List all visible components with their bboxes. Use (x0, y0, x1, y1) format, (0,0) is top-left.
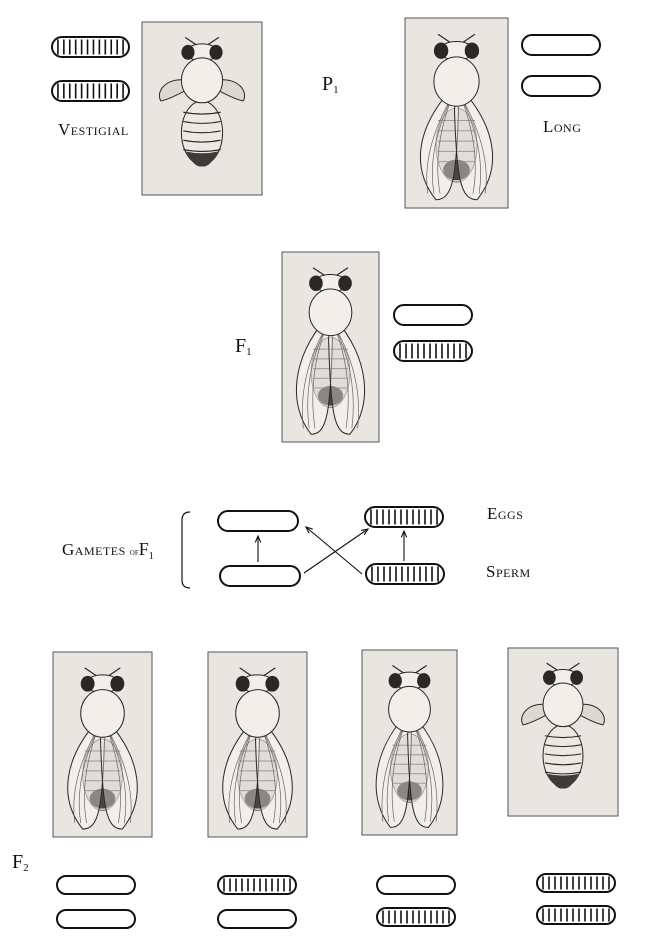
sperm-label: Sperm (486, 562, 531, 581)
fly-plate-p1-vestigial (141, 21, 263, 196)
gametes-label: Gametes ofF1 (62, 539, 154, 563)
chromosome-f2-1-top (56, 875, 136, 895)
chromosome-p1-long-bottom (521, 75, 601, 97)
gamete-cross-arrows (181, 511, 408, 589)
chromosome-f1-bottom (393, 340, 473, 362)
long-label: Long (543, 117, 582, 136)
fly-plate-f2-3 (361, 649, 458, 836)
eggs-label: Eggs (487, 504, 524, 523)
chromosome-f2-4-bottom (536, 905, 616, 925)
chromosome-f2-1-bottom (56, 909, 136, 929)
fly-plate-f2-2 (207, 651, 308, 838)
vestigial-label: Vestigial (58, 120, 129, 139)
chromosome-p1-vestigial-top (51, 36, 130, 58)
chromosome-p1-vestigial-bottom (51, 80, 130, 102)
chromosome-gamete-egg-left (217, 510, 299, 532)
chromosome-gamete-sperm-right (365, 563, 445, 585)
chromosome-f2-4-top (536, 873, 616, 893)
chromosome-f2-2-top (217, 875, 297, 895)
chromosome-gamete-egg-right (364, 506, 444, 528)
chromosome-p1-long-top (521, 34, 601, 56)
f1-label: F1 (235, 335, 252, 358)
p1-label: P1 (322, 73, 339, 96)
chromosome-f2-2-bottom (217, 909, 297, 929)
chromosome-gamete-sperm-left (219, 565, 301, 587)
chromosome-f1-top (393, 304, 473, 326)
f2-label: F2 (12, 851, 29, 874)
fly-plate-f2-1 (52, 651, 153, 838)
fly-plate-f1-hybrid (281, 251, 380, 443)
chromosome-f2-3-bottom (376, 907, 456, 927)
chromosome-f2-3-top (376, 875, 456, 895)
fly-plate-p1-long (404, 17, 509, 209)
fly-plate-f2-4 (507, 647, 619, 817)
